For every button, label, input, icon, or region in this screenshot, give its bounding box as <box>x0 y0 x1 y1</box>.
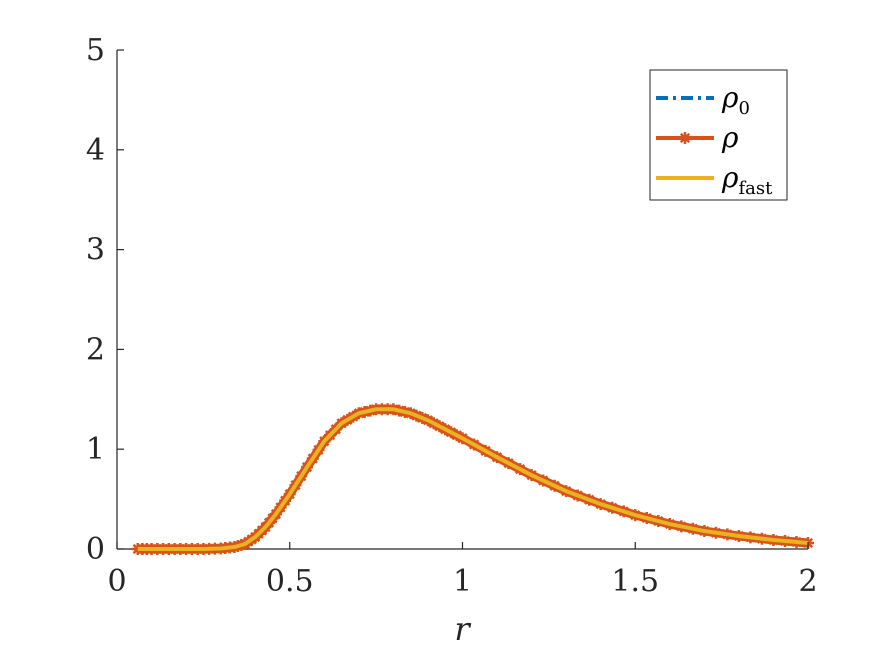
x-tick-label: 0.5 <box>266 564 314 599</box>
legend-label: ρfast <box>721 161 773 199</box>
y-tick-label: 1 <box>86 432 105 467</box>
x-tick-label: 2 <box>798 564 817 599</box>
y-tick-label: 4 <box>86 133 105 168</box>
legend-label: ρ <box>721 121 739 154</box>
y-tick-label: 2 <box>86 332 105 367</box>
series-line-rho-fast <box>137 407 809 551</box>
legend-label: ρ0 <box>721 81 750 119</box>
ticks: 0 0.5 1 1.5 2 0 1 2 3 4 5 <box>86 33 818 599</box>
legend: ρ0ρ ρfast <box>649 69 788 201</box>
x-tick-label: 1 <box>453 564 472 599</box>
y-tick-label: 3 <box>86 233 105 268</box>
y-tick-label: 5 <box>86 33 105 68</box>
legend-item: ρfast <box>656 161 773 199</box>
series-layer <box>131 403 814 555</box>
y-tick-label: 0 <box>86 532 105 567</box>
series-2 <box>137 407 809 551</box>
x-axis-label: r <box>454 610 471 648</box>
x-tick-label: 1.5 <box>611 564 659 599</box>
legend-item: ρ <box>656 121 739 154</box>
legend-marker <box>679 132 691 144</box>
x-tick-label: 0 <box>107 564 126 599</box>
legend-item: ρ0 <box>656 81 750 119</box>
